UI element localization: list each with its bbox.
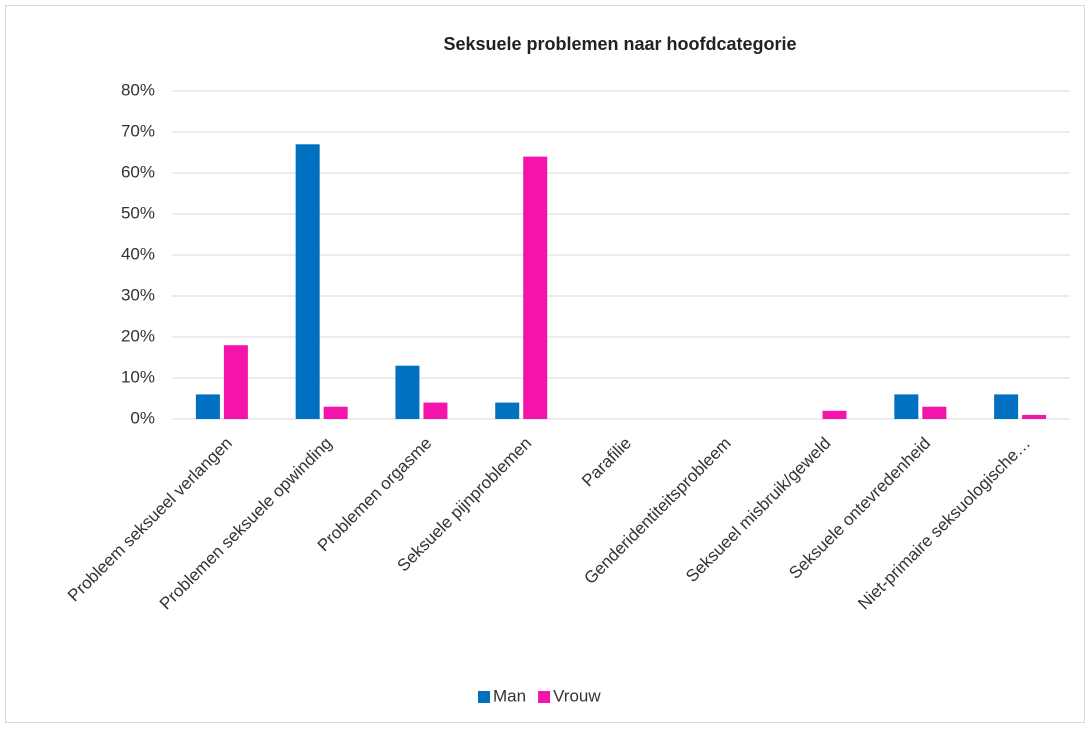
legend-label: Man bbox=[493, 686, 526, 705]
y-tick-label: 60% bbox=[121, 162, 155, 181]
bar bbox=[894, 394, 919, 419]
bar bbox=[1022, 414, 1047, 419]
bar bbox=[994, 394, 1019, 419]
y-tick-label: 20% bbox=[121, 326, 155, 345]
bar bbox=[395, 365, 420, 419]
bar bbox=[223, 345, 248, 419]
bar bbox=[195, 394, 220, 419]
bar bbox=[822, 410, 847, 419]
bar bbox=[323, 406, 348, 419]
chart-title: Seksuele problemen naar hoofdcategorie bbox=[443, 34, 796, 54]
y-tick-label: 10% bbox=[121, 367, 155, 386]
y-tick-label: 80% bbox=[121, 80, 155, 99]
y-tick-label: 70% bbox=[121, 121, 155, 140]
bar bbox=[495, 402, 520, 419]
bar bbox=[523, 156, 548, 419]
legend-swatch bbox=[478, 691, 490, 703]
y-tick-label: 30% bbox=[121, 285, 155, 304]
y-tick-label: 50% bbox=[121, 203, 155, 222]
y-tick-label: 40% bbox=[121, 244, 155, 263]
bar bbox=[922, 406, 947, 419]
y-tick-label: 0% bbox=[130, 408, 155, 427]
bar bbox=[295, 144, 320, 420]
legend-swatch bbox=[538, 691, 551, 703]
legend-label: Vrouw bbox=[553, 686, 601, 705]
bar bbox=[423, 402, 448, 419]
